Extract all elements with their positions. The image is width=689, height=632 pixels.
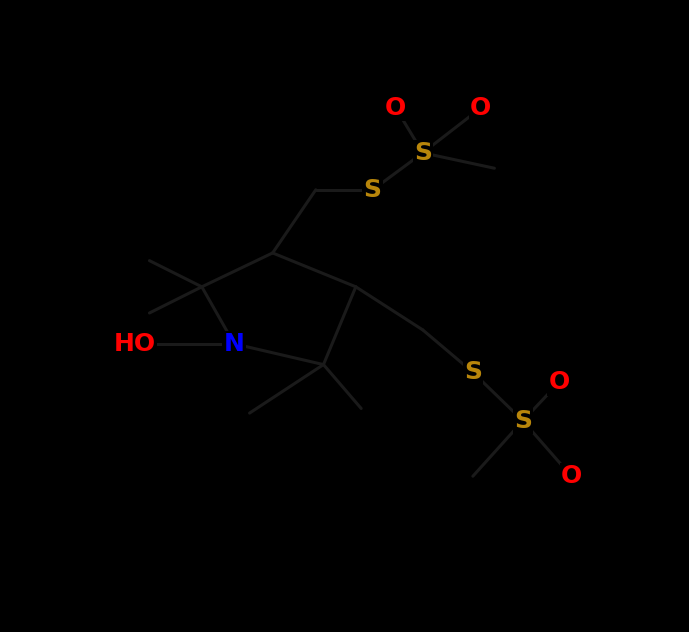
Text: O: O (470, 96, 491, 120)
Text: O: O (385, 96, 407, 120)
Text: S: S (464, 360, 482, 384)
Text: S: S (514, 409, 532, 433)
Text: N: N (224, 332, 245, 356)
Text: HO: HO (114, 332, 156, 356)
Text: S: S (364, 178, 382, 202)
Text: S: S (414, 141, 432, 165)
Text: O: O (548, 370, 570, 394)
Text: O: O (561, 465, 582, 489)
